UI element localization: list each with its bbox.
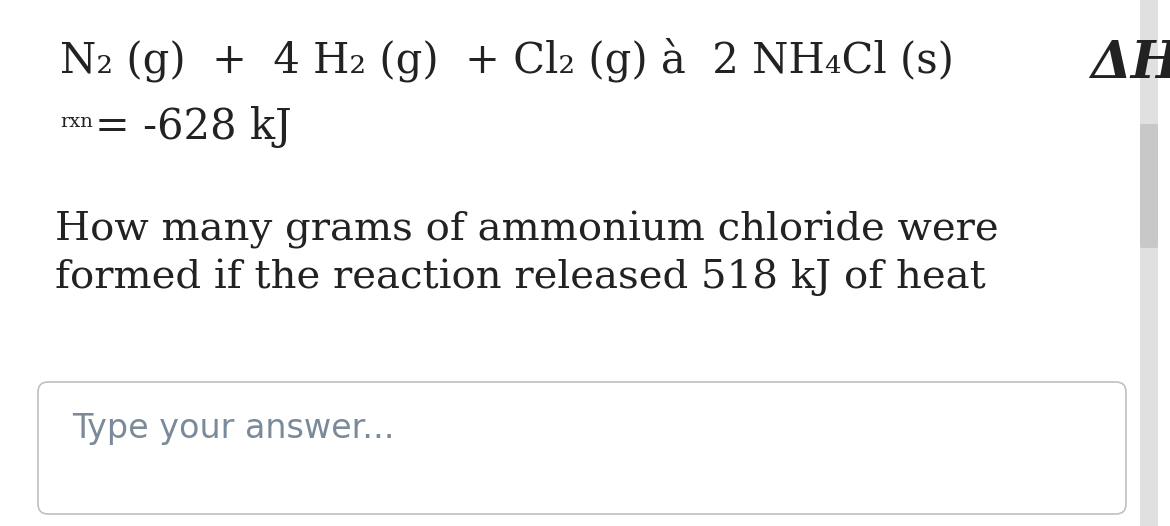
Text: ΔH: ΔH	[1090, 38, 1170, 89]
Text: = -628 kJ: = -628 kJ	[95, 106, 291, 148]
Text: Type your answer...: Type your answer...	[73, 412, 394, 445]
FancyBboxPatch shape	[1140, 124, 1158, 248]
Text: rxn: rxn	[60, 113, 92, 131]
Text: N₂ (g)  +  4 H₂ (g)  + Cl₂ (g) à  2 NH₄Cl (s): N₂ (g) + 4 H₂ (g) + Cl₂ (g) à 2 NH₄Cl (s…	[60, 38, 954, 83]
Text: How many grams of ammonium chloride were: How many grams of ammonium chloride were	[55, 211, 999, 249]
FancyBboxPatch shape	[37, 382, 1126, 514]
FancyBboxPatch shape	[1140, 0, 1158, 526]
Text: formed if the reaction released 518 kJ of heat: formed if the reaction released 518 kJ o…	[55, 258, 986, 296]
